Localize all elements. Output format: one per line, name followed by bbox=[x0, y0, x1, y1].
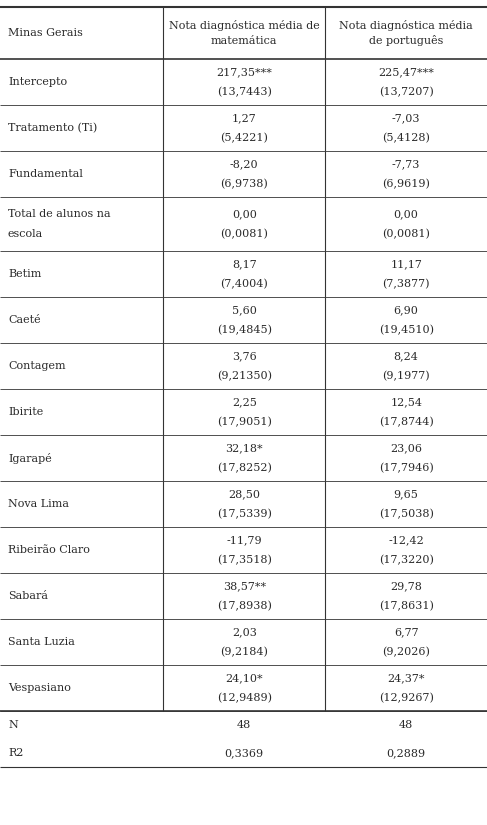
Text: (17,8252): (17,8252) bbox=[217, 463, 272, 474]
Text: (9,2026): (9,2026) bbox=[382, 647, 430, 658]
Text: 0,2889: 0,2889 bbox=[387, 748, 426, 758]
Text: (17,8744): (17,8744) bbox=[379, 417, 433, 427]
Text: -7,03: -7,03 bbox=[392, 113, 420, 123]
Text: Ibirite: Ibirite bbox=[8, 407, 43, 417]
Text: Santa Luzia: Santa Luzia bbox=[8, 637, 75, 647]
Text: 23,06: 23,06 bbox=[390, 443, 422, 453]
Text: (9,21350): (9,21350) bbox=[217, 370, 272, 381]
Text: (0,0081): (0,0081) bbox=[382, 229, 430, 239]
Text: 2,25: 2,25 bbox=[232, 397, 257, 407]
Text: (6,9738): (6,9738) bbox=[220, 179, 268, 189]
Text: 217,35***: 217,35*** bbox=[216, 67, 272, 77]
Text: (0,0081): (0,0081) bbox=[220, 229, 268, 239]
Text: 12,54: 12,54 bbox=[390, 397, 422, 407]
Text: 225,47***: 225,47*** bbox=[378, 67, 434, 77]
Text: (7,3877): (7,3877) bbox=[382, 279, 430, 290]
Text: 0,00: 0,00 bbox=[232, 209, 257, 219]
Text: Tratamento (Ti): Tratamento (Ti) bbox=[8, 123, 97, 133]
Text: (12,9489): (12,9489) bbox=[217, 693, 272, 703]
Text: 11,17: 11,17 bbox=[390, 259, 422, 269]
Text: 38,57**: 38,57** bbox=[223, 581, 266, 591]
Text: (5,4221): (5,4221) bbox=[220, 133, 268, 144]
Text: -7,73: -7,73 bbox=[392, 159, 420, 169]
Text: (17,5339): (17,5339) bbox=[217, 509, 272, 519]
Text: (17,7946): (17,7946) bbox=[379, 463, 433, 474]
Text: (17,9051): (17,9051) bbox=[217, 417, 272, 427]
Text: (9,1977): (9,1977) bbox=[382, 370, 430, 381]
Text: (13,7207): (13,7207) bbox=[379, 87, 433, 97]
Text: 9,65: 9,65 bbox=[393, 489, 419, 499]
Text: (7,4004): (7,4004) bbox=[220, 279, 268, 290]
Text: Fundamental: Fundamental bbox=[8, 169, 83, 179]
Text: (17,8631): (17,8631) bbox=[379, 601, 433, 611]
Text: 8,24: 8,24 bbox=[393, 351, 419, 361]
Text: (6,9619): (6,9619) bbox=[382, 179, 430, 189]
Text: de português: de português bbox=[369, 35, 443, 46]
Text: Nova Lima: Nova Lima bbox=[8, 499, 69, 509]
Text: 48: 48 bbox=[237, 720, 251, 730]
Text: 24,10*: 24,10* bbox=[225, 673, 263, 683]
Text: 28,50: 28,50 bbox=[228, 489, 260, 499]
Text: Total de alunos na: Total de alunos na bbox=[8, 209, 111, 219]
Text: 24,37*: 24,37* bbox=[387, 673, 425, 683]
Text: matemática: matemática bbox=[211, 35, 278, 45]
Text: Intercepto: Intercepto bbox=[8, 77, 67, 87]
Text: Sabará: Sabará bbox=[8, 591, 48, 601]
Text: 1,27: 1,27 bbox=[232, 113, 257, 123]
Text: N: N bbox=[8, 720, 18, 730]
Text: 2,03: 2,03 bbox=[232, 627, 257, 637]
Text: -11,79: -11,79 bbox=[226, 535, 262, 545]
Text: escola: escola bbox=[8, 229, 43, 239]
Text: (5,4128): (5,4128) bbox=[382, 133, 430, 144]
Text: Contagem: Contagem bbox=[8, 361, 66, 371]
Text: Nota diagnóstica média de: Nota diagnóstica média de bbox=[169, 20, 319, 31]
Text: (19,4845): (19,4845) bbox=[217, 325, 272, 335]
Text: 8,17: 8,17 bbox=[232, 259, 257, 269]
Text: 6,77: 6,77 bbox=[394, 627, 418, 637]
Text: (19,4510): (19,4510) bbox=[379, 325, 433, 335]
Text: -12,42: -12,42 bbox=[388, 535, 424, 545]
Text: 48: 48 bbox=[399, 720, 413, 730]
Text: Caeté: Caeté bbox=[8, 315, 40, 325]
Text: (9,2184): (9,2184) bbox=[220, 647, 268, 658]
Text: (17,5038): (17,5038) bbox=[379, 509, 433, 519]
Text: Vespasiano: Vespasiano bbox=[8, 683, 71, 693]
Text: (17,3220): (17,3220) bbox=[379, 555, 433, 565]
Text: Nota diagnóstica média: Nota diagnóstica média bbox=[339, 20, 473, 31]
Text: (17,3518): (17,3518) bbox=[217, 555, 272, 565]
Text: (17,8938): (17,8938) bbox=[217, 601, 272, 611]
Text: 0,3369: 0,3369 bbox=[225, 748, 264, 758]
Text: (13,7443): (13,7443) bbox=[217, 87, 272, 97]
Text: Minas Gerais: Minas Gerais bbox=[8, 28, 83, 38]
Text: 29,78: 29,78 bbox=[390, 581, 422, 591]
Text: 3,76: 3,76 bbox=[232, 351, 257, 361]
Text: 0,00: 0,00 bbox=[393, 209, 419, 219]
Text: Betim: Betim bbox=[8, 269, 41, 279]
Text: R2: R2 bbox=[8, 748, 23, 758]
Text: Ribeirão Claro: Ribeirão Claro bbox=[8, 545, 90, 555]
Text: -8,20: -8,20 bbox=[230, 159, 259, 169]
Text: 32,18*: 32,18* bbox=[225, 443, 263, 453]
Text: 6,90: 6,90 bbox=[393, 305, 419, 315]
Text: Igarapé: Igarapé bbox=[8, 452, 52, 464]
Text: (12,9267): (12,9267) bbox=[379, 693, 433, 703]
Text: 5,60: 5,60 bbox=[232, 305, 257, 315]
